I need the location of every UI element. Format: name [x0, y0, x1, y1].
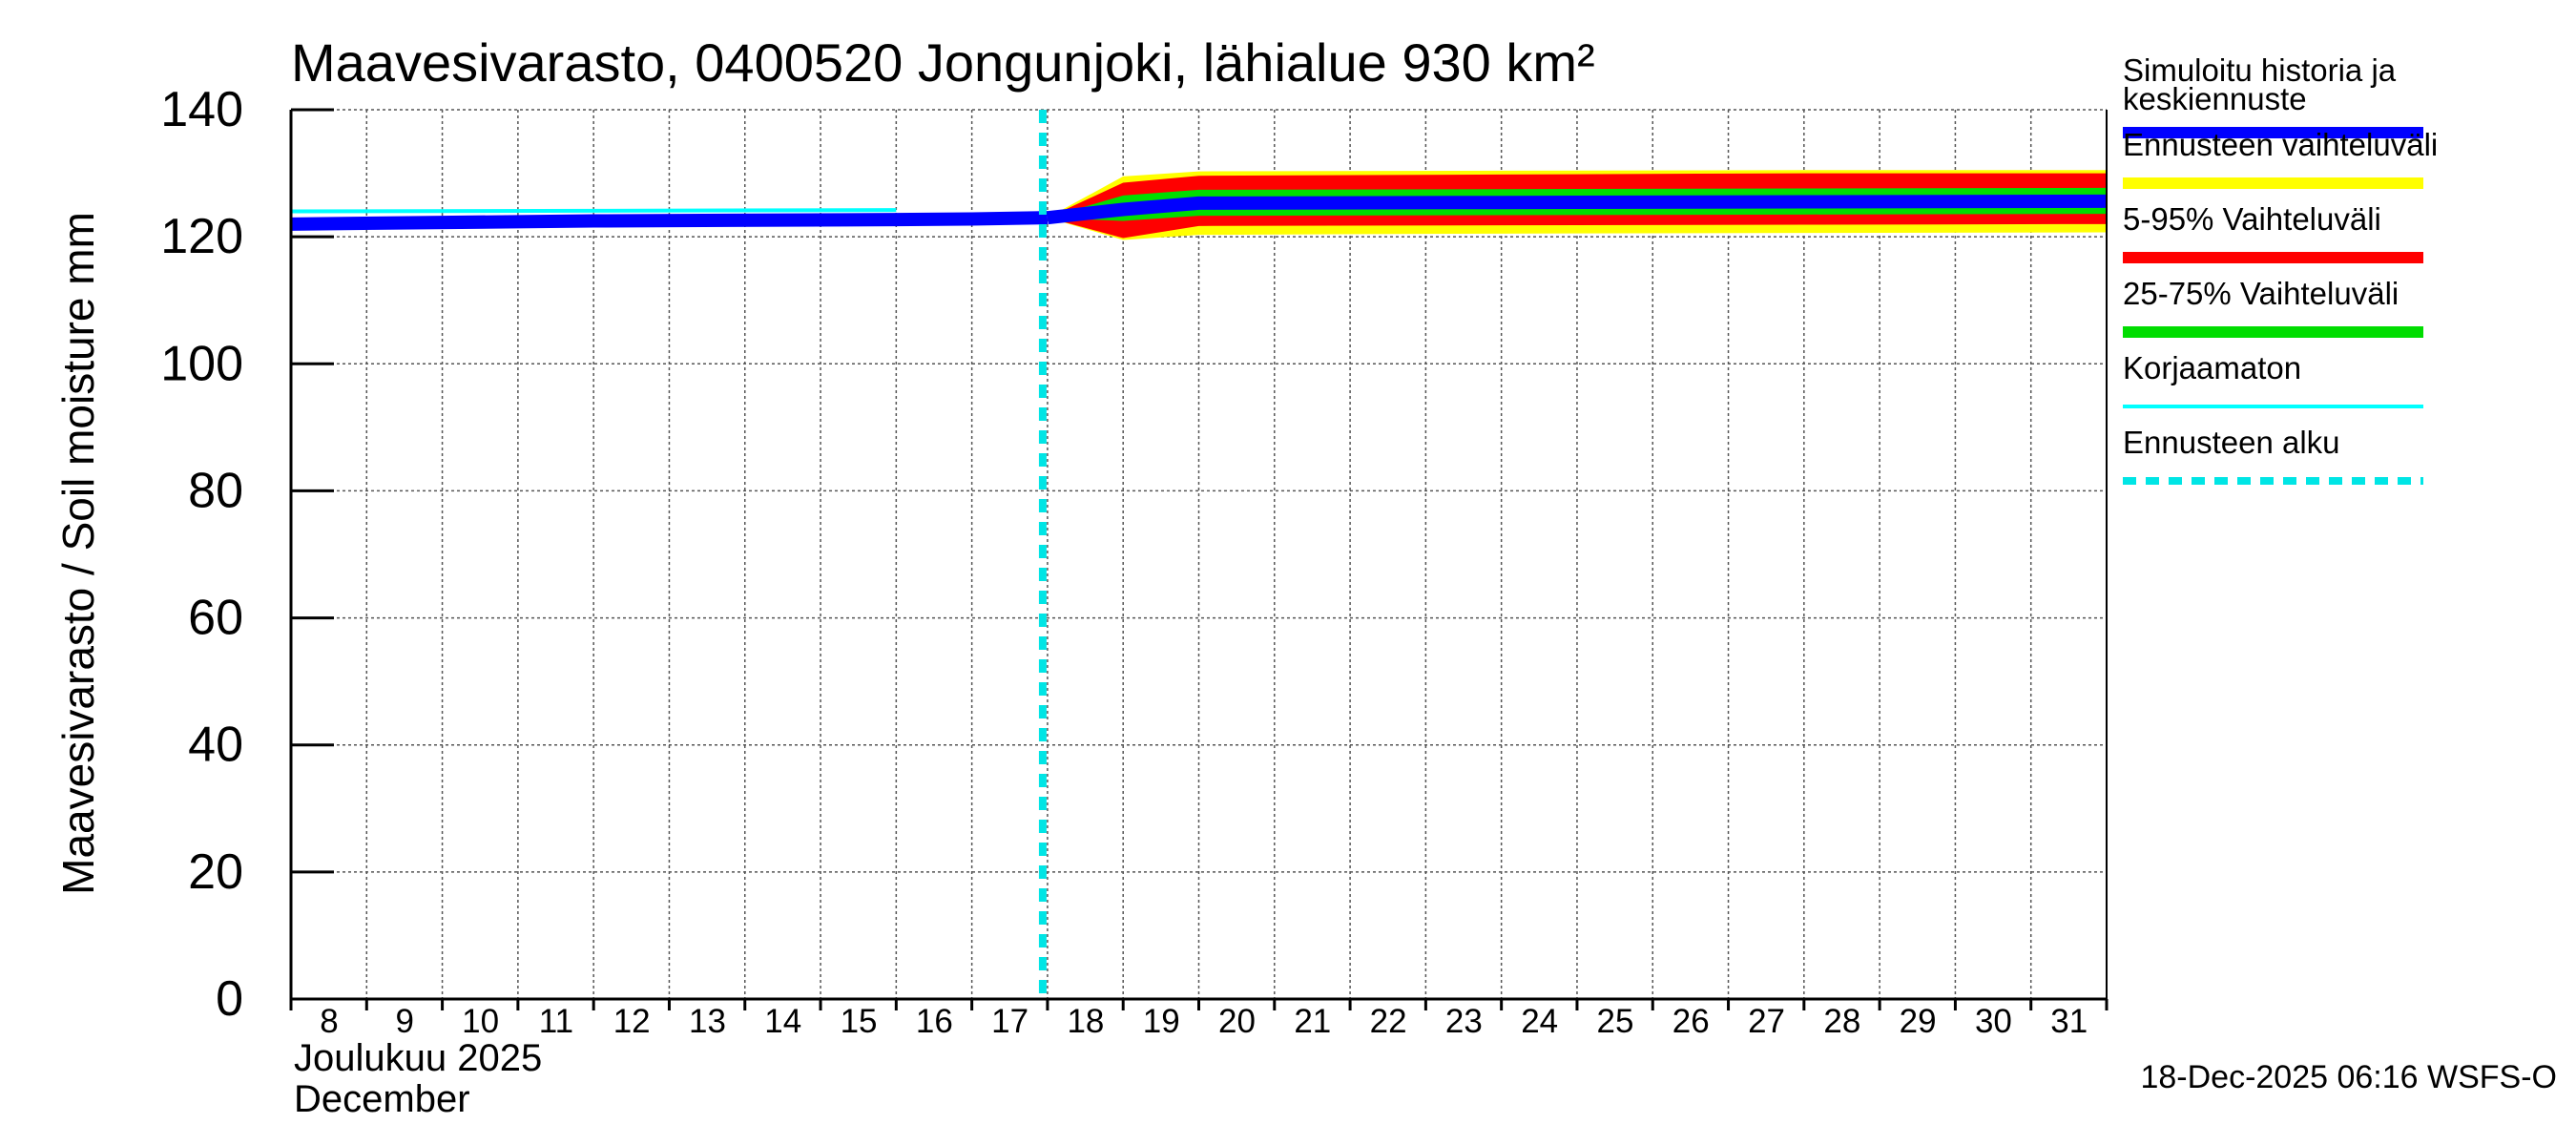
legend-label: Ennusteen vaihteluväli [2123, 127, 2438, 162]
x-tick-label: 12 [613, 1003, 651, 1040]
legend-label: Korjaamaton [2123, 350, 2301, 385]
x-tick-label: 10 [462, 1003, 499, 1040]
x-tick-label: 9 [396, 1003, 414, 1040]
x-tick-label: 24 [1521, 1003, 1558, 1040]
y-ticks: 0 20 40 60 80 100 120 140 [160, 82, 334, 1027]
x-tick-label: 13 [689, 1003, 726, 1040]
y-tick-label: 20 [188, 844, 243, 900]
legend-label: 5-95% Vaihteluväli [2123, 201, 2381, 237]
chart-title: Maavesivarasto, 0400520 Jongunjoki, lähi… [291, 32, 1595, 93]
y-tick-label: 140 [160, 82, 243, 137]
y-tick-label: 120 [160, 209, 243, 264]
x-tick-label: 29 [1900, 1003, 1937, 1040]
timestamp: 18-Dec-2025 06:16 WSFS-O [2140, 1059, 2557, 1095]
x-tick-label: 20 [1218, 1003, 1256, 1040]
line-uncorrected [290, 208, 897, 214]
series-lines [290, 110, 2108, 999]
x-tick-label: 23 [1445, 1003, 1483, 1040]
x-ticks: 8 9 10 11 12 13 14 15 16 17 18 19 20 21 22 23 24 25 26 27 28… [289, 999, 2109, 1040]
grid [291, 109, 2107, 999]
x-tick-label: 11 [539, 1003, 573, 1040]
x-tick-label: 31 [2050, 1003, 2088, 1040]
x-tick-label: 14 [764, 1003, 801, 1040]
line-median-forecast [1047, 194, 2108, 225]
x-axis-label-finnish: Joulukuu 2025 [294, 1037, 542, 1079]
x-tick-label: 28 [1823, 1003, 1860, 1040]
y-tick-label: 60 [188, 591, 243, 646]
legend-label: Ennusteen alku [2123, 425, 2340, 460]
y-tick-label: 80 [188, 463, 243, 518]
line-simulated-history [290, 211, 1049, 231]
x-tick-label: 17 [991, 1003, 1028, 1040]
x-tick-label: 25 [1596, 1003, 1633, 1040]
legend-label: Simuloitu historia ja [2123, 52, 2397, 88]
y-tick-label: 0 [216, 971, 243, 1027]
y-tick-label: 100 [160, 336, 243, 391]
legend-label: 25-75% Vaihteluväli [2123, 276, 2399, 311]
legend-label-line2: keskiennuste [2123, 81, 2307, 116]
x-tick-label: 19 [1143, 1003, 1180, 1040]
x-tick-label: 27 [1748, 1003, 1785, 1040]
x-axis-label-english: December [294, 1078, 470, 1120]
x-tick-label: 18 [1067, 1003, 1104, 1040]
x-tick-label: 30 [1975, 1003, 2012, 1040]
y-axis-label: Maavesivarasto / Soil moisture mm [53, 212, 103, 895]
x-tick-label: 8 [320, 1003, 338, 1040]
y-tick-label: 40 [188, 718, 243, 773]
x-tick-label: 22 [1370, 1003, 1407, 1040]
x-tick-label: 15 [841, 1003, 878, 1040]
x-tick-label: 26 [1672, 1003, 1710, 1040]
x-tick-label: 21 [1294, 1003, 1331, 1040]
x-tick-label: 16 [916, 1003, 953, 1040]
